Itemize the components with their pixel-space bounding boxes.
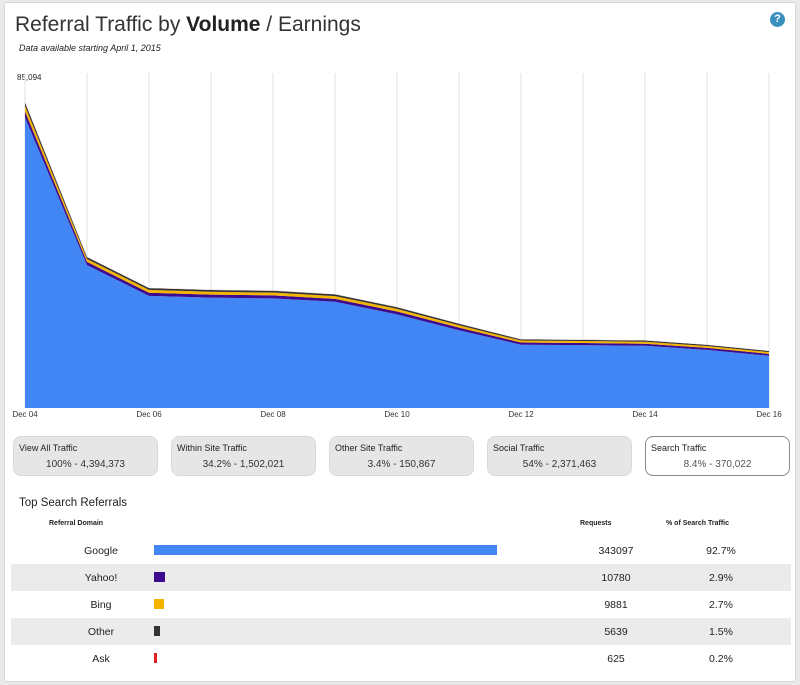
column-header-requests: Requests bbox=[580, 520, 612, 527]
tile-social[interactable]: Social Traffic 54% - 2,371,463 bbox=[487, 436, 632, 476]
tile-other-site[interactable]: Other Site Traffic 3.4% - 150,867 bbox=[329, 436, 474, 476]
tile-label: View All Traffic bbox=[19, 443, 78, 453]
tile-label: Other Site Traffic bbox=[335, 443, 403, 453]
tile-label: Social Traffic bbox=[493, 443, 545, 453]
tile-within-site[interactable]: Within Site Traffic 34.2% - 1,502,021 bbox=[171, 436, 316, 476]
area-series-google[interactable] bbox=[25, 117, 769, 408]
share-bar bbox=[154, 653, 157, 663]
table-row: Other 5639 1.5% bbox=[11, 618, 791, 645]
page-title: Referral Traffic by Volume / Earnings bbox=[15, 13, 361, 37]
x-tick-label: Dec 12 bbox=[508, 410, 534, 419]
data-availability-note: Data available starting April 1, 2015 bbox=[19, 43, 161, 53]
requests-value: 5639 bbox=[604, 626, 628, 638]
y-max-label: 85,094 bbox=[17, 73, 42, 82]
table-row: Yahoo! 10780 2.9% bbox=[11, 564, 791, 591]
percent-value: 92.7% bbox=[706, 545, 736, 557]
title-volume-link[interactable]: Volume bbox=[186, 13, 261, 36]
percent-value: 0.2% bbox=[709, 653, 733, 665]
tile-label: Within Site Traffic bbox=[177, 443, 247, 453]
x-tick-label: Dec 06 bbox=[136, 410, 162, 419]
x-tick-label: Dec 14 bbox=[632, 410, 658, 419]
table-row: Google 343097 92.7% bbox=[11, 537, 791, 564]
requests-value: 10780 bbox=[601, 572, 631, 584]
share-bar bbox=[154, 599, 164, 609]
tile-view-all[interactable]: View All Traffic 100% - 4,394,373 bbox=[13, 436, 158, 476]
traffic-area-chart: Dec 04 Dec 06 Dec 08 Dec 10 Dec 12 Dec 14 Dec … bbox=[12, 73, 782, 419]
referral-domain: Google bbox=[84, 545, 118, 557]
traffic-filter-tiles: View All Traffic 100% - 4,394,373 Within… bbox=[13, 436, 791, 476]
tile-value: 54% - 2,371,463 bbox=[522, 459, 597, 470]
x-tick-label: Dec 04 bbox=[12, 410, 38, 419]
area-series-bing[interactable] bbox=[25, 105, 769, 354]
title-suffix[interactable]: / Earnings bbox=[260, 13, 361, 36]
referral-traffic-panel: Referral Traffic by Volume / Earnings Da… bbox=[4, 2, 796, 682]
x-tick-label: Dec 16 bbox=[756, 410, 782, 419]
title-prefix: Referral Traffic by bbox=[15, 13, 187, 36]
referral-domain: Ask bbox=[92, 653, 110, 665]
referrals-table: Google 343097 92.7% Yahoo! 10780 2.9% Bi… bbox=[11, 537, 791, 672]
x-tick-label: Dec 10 bbox=[384, 410, 410, 419]
table-row: Bing 9881 2.7% bbox=[11, 591, 791, 618]
x-tick-label: Dec 08 bbox=[260, 410, 286, 419]
requests-value: 343097 bbox=[598, 545, 634, 557]
tile-label: Search Traffic bbox=[651, 443, 707, 453]
referral-domain: Bing bbox=[90, 599, 112, 611]
area-series-yahoo[interactable] bbox=[25, 111, 769, 356]
help-icon[interactable]: ? bbox=[770, 12, 785, 27]
share-bar bbox=[154, 545, 497, 555]
tile-value: 8.4% - 370,022 bbox=[683, 459, 752, 470]
percent-value: 2.7% bbox=[709, 599, 733, 611]
tile-value: 100% - 4,394,373 bbox=[46, 459, 125, 470]
share-bar bbox=[154, 626, 160, 636]
table-row: Ask 625 0.2% bbox=[11, 645, 791, 672]
requests-value: 9881 bbox=[604, 599, 628, 611]
tile-search[interactable]: Search Traffic 8.4% - 370,022 bbox=[645, 436, 790, 476]
referral-domain: Other bbox=[87, 626, 115, 638]
tile-value: 34.2% - 1,502,021 bbox=[202, 459, 285, 470]
share-bar bbox=[154, 572, 165, 582]
referral-domain: Yahoo! bbox=[84, 572, 118, 584]
percent-value: 1.5% bbox=[709, 626, 733, 638]
percent-value: 2.9% bbox=[709, 572, 733, 584]
requests-value: 625 bbox=[607, 653, 625, 665]
column-header-domain: Referral Domain bbox=[49, 520, 104, 527]
top-search-referrals-title: Top Search Referrals bbox=[19, 497, 128, 509]
column-header-percent: % of Search Traffic bbox=[666, 520, 730, 527]
tile-value: 3.4% - 150,867 bbox=[367, 459, 436, 470]
